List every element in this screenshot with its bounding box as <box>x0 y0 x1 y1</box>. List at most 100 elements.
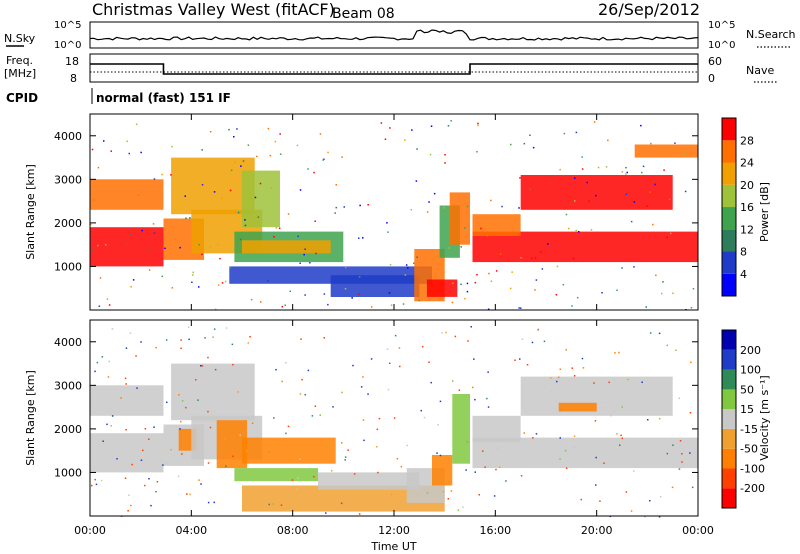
velocity-speckle <box>621 437 623 439</box>
power-speckle <box>460 246 462 248</box>
power-speckle <box>663 169 665 171</box>
power-speckle <box>523 142 526 145</box>
time-tick-label: 12:00 <box>378 524 410 537</box>
power-speckle <box>201 253 203 256</box>
velocity-ytick-label: 4000 <box>54 336 82 349</box>
velocity-ytick-label: 1000 <box>54 466 82 479</box>
power-speckle <box>433 192 436 195</box>
velocity-speckle <box>116 458 118 460</box>
power-speckle <box>327 151 329 154</box>
power-speckle <box>99 277 102 279</box>
power-speckle <box>495 270 498 272</box>
power-speckle <box>559 168 561 171</box>
velocity-speckle <box>108 360 110 363</box>
power-speckle <box>191 281 193 283</box>
velocity-speckle <box>649 500 651 502</box>
velocity-speckle <box>487 371 489 373</box>
velocity-speckle <box>200 365 202 367</box>
velocity-colorbar-segment <box>722 389 736 410</box>
power-speckle <box>274 140 277 143</box>
power-band-16 <box>520 175 673 210</box>
power-speckle <box>180 218 182 221</box>
power-speckle <box>304 294 306 296</box>
velocity-speckle <box>603 462 605 464</box>
power-speckle <box>384 138 387 140</box>
power-colorbar-segment <box>722 184 736 208</box>
power-speckle <box>153 232 156 234</box>
power-speckle <box>684 190 687 193</box>
velocity-speckle <box>140 341 142 343</box>
velocity-speckle <box>201 365 204 367</box>
power-speckle <box>322 159 324 161</box>
velocity-speckle <box>198 479 200 481</box>
power-ytick-label: 2000 <box>54 217 82 230</box>
velocity-speckle <box>593 382 595 384</box>
velocity-band-4 <box>171 363 255 421</box>
velocity-speckle <box>301 378 303 381</box>
velocity-speckle <box>370 358 373 360</box>
power-speckle <box>555 294 558 296</box>
velocity-speckle <box>445 331 447 334</box>
power-colorbar-tick: 16 <box>740 201 754 214</box>
power-panel: 1000 2000 3000 4000 Slant Range [km] 4 8 12 16… <box>24 113 771 311</box>
velocity-speckle <box>616 433 618 435</box>
velocity-speckle <box>505 480 507 482</box>
velocity-band-12 <box>432 455 453 486</box>
power-speckle <box>110 150 112 152</box>
velocity-ytick-label: 2000 <box>54 423 82 436</box>
velocity-speckle <box>287 425 290 428</box>
velocity-speckle <box>212 336 214 338</box>
freq-label-line1: Freq. <box>6 54 33 67</box>
power-speckle <box>499 253 502 255</box>
velocity-band-17 <box>558 402 597 412</box>
power-speckle <box>590 229 593 231</box>
power-speckle <box>244 219 246 221</box>
velocity-speckle <box>165 339 168 341</box>
velocity-speckle <box>441 332 443 334</box>
power-speckle <box>661 292 663 295</box>
velocity-speckle <box>223 437 226 440</box>
velocity-speckle <box>436 452 438 454</box>
power-speckle <box>476 273 478 276</box>
power-speckle <box>236 128 238 130</box>
power-speckle <box>640 124 642 127</box>
power-speckle <box>621 267 623 269</box>
velocity-speckle <box>387 388 390 391</box>
power-speckle <box>270 187 273 189</box>
power-speckle <box>335 206 337 209</box>
power-band-11 <box>426 279 458 297</box>
velocity-speckle <box>396 458 399 460</box>
power-speckle <box>221 282 224 284</box>
power-ytick-label: 3000 <box>54 173 82 186</box>
noise-right-label: N.Search <box>746 28 796 41</box>
velocity-speckle <box>331 470 333 472</box>
velocity-speckle <box>647 419 649 421</box>
velocity-speckle <box>559 458 561 460</box>
power-speckle <box>595 194 597 197</box>
velocity-speckle <box>482 450 484 452</box>
velocity-speckle <box>296 488 299 490</box>
velocity-colorbar-tick: -50 <box>740 443 758 456</box>
power-speckle <box>289 290 291 292</box>
power-heatmap-cells <box>90 120 698 311</box>
velocity-speckle <box>124 377 127 380</box>
power-speckle <box>315 252 317 255</box>
velocity-speckle <box>423 416 426 419</box>
velocity-speckle <box>299 458 301 460</box>
date-title: 26/Sep/2012 <box>598 0 700 19</box>
power-speckle <box>572 257 575 260</box>
power-speckle <box>259 182 262 185</box>
velocity-colorbar-tick: -200 <box>740 482 765 495</box>
velocity-speckle <box>679 440 682 442</box>
power-speckle <box>416 256 418 258</box>
power-speckle <box>237 210 240 212</box>
velocity-speckle <box>180 339 182 341</box>
velocity-speckle <box>521 338 524 340</box>
power-speckle <box>405 264 408 266</box>
velocity-speckle <box>232 363 234 366</box>
velocity-speckle <box>620 434 622 437</box>
power-colorbar-tick: 20 <box>740 179 754 192</box>
velocity-speckle <box>362 419 365 421</box>
velocity-speckle <box>531 341 534 344</box>
velocity-colorbar-tick: 100 <box>740 364 761 377</box>
